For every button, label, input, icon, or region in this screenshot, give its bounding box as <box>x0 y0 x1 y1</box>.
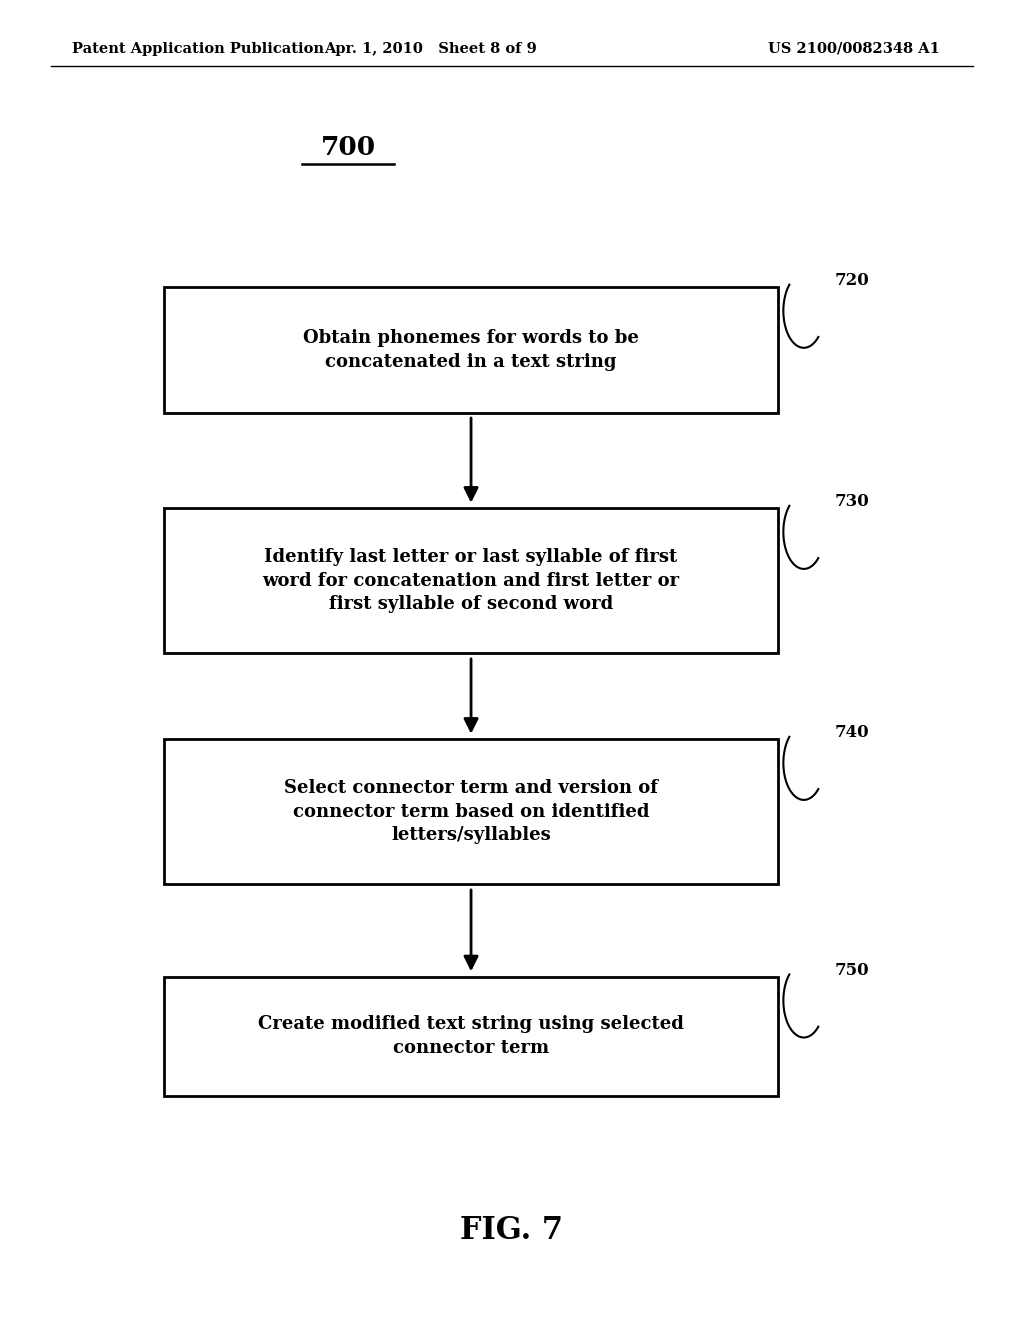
Bar <box>164 739 778 884</box>
Text: Create modified text string using selected
connector term: Create modified text string using select… <box>258 1015 684 1057</box>
Bar <box>164 508 778 653</box>
Text: Select connector term and version of
connector term based on identified
letters/: Select connector term and version of con… <box>284 779 658 845</box>
Bar <box>164 977 778 1096</box>
Text: US 2100/0082348 A1: US 2100/0082348 A1 <box>768 42 940 55</box>
Text: Obtain phonemes for words to be
concatenated in a text string: Obtain phonemes for words to be concaten… <box>303 329 639 371</box>
Text: 720: 720 <box>835 272 869 289</box>
Text: Patent Application Publication: Patent Application Publication <box>72 42 324 55</box>
Text: 750: 750 <box>835 962 869 978</box>
Text: FIG. 7: FIG. 7 <box>461 1214 563 1246</box>
Text: 730: 730 <box>835 494 869 510</box>
Text: 700: 700 <box>321 136 376 160</box>
Text: 740: 740 <box>835 725 869 741</box>
Text: Apr. 1, 2010   Sheet 8 of 9: Apr. 1, 2010 Sheet 8 of 9 <box>324 42 537 55</box>
Bar <box>164 288 778 412</box>
Text: Identify last letter or last syllable of first
word for concatenation and first : Identify last letter or last syllable of… <box>262 548 680 614</box>
